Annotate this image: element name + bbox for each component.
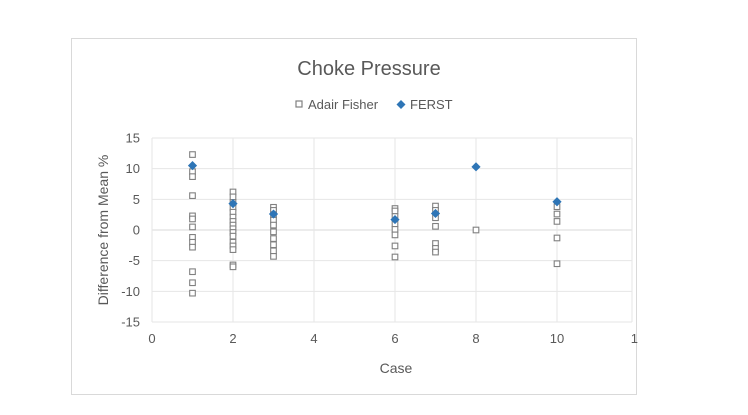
y-tick-label: 15: [126, 131, 140, 146]
adair-fisher-point: [229, 232, 237, 240]
adair-fisher-point: [270, 228, 277, 236]
adair-fisher-point: [229, 246, 237, 253]
adair-fisher-point: [189, 151, 196, 158]
ferst-point: [552, 197, 562, 207]
ferst-point: [390, 214, 400, 225]
adair-fisher-point: [391, 226, 399, 233]
adair-fisher-point: [553, 234, 561, 242]
adair-fisher-point: [189, 215, 196, 223]
adair-fisher-point: [270, 235, 277, 242]
adair-fisher-point: [432, 248, 439, 256]
chart-marks: [187, 151, 562, 297]
ferst-point: [187, 161, 198, 171]
adair-fisher-point: [189, 268, 196, 276]
adair-fisher-point: [229, 263, 237, 271]
adair-fisher-point: [189, 289, 196, 297]
y-tick-label: -10: [121, 284, 140, 299]
ferst-point: [268, 209, 279, 219]
legend-label-adair-fisher: Adair Fisher: [308, 97, 379, 112]
adair-fisher-point: [189, 223, 196, 231]
adair-fisher-point: [553, 260, 561, 268]
adair-fisher-point: [391, 231, 399, 239]
adair-fisher-point: [432, 222, 439, 230]
y-tick-label: 10: [126, 161, 140, 176]
adair-fisher-point: [270, 221, 277, 229]
adair-fisher-point: [189, 173, 196, 180]
series-ferst: [187, 161, 562, 225]
chart-legend: Adair Fisher FERST: [295, 97, 453, 112]
chart-svg: Choke Pressure Adair Fisher FERST 15 10 5 0…: [95, 58, 638, 376]
x-axis-ticks: 0 2 4 6 8 10 12: [148, 331, 638, 346]
ferst-point: [471, 162, 481, 172]
x-tick-label: 10: [550, 331, 564, 346]
adair-fisher-point: [472, 226, 480, 234]
chart-frame: Choke Pressure Adair Fisher FERST 15 10 5 0…: [71, 38, 638, 395]
y-axis-ticks: 15 10 5 0 -5 -10 -15: [121, 131, 140, 330]
adair-fisher-point: [270, 247, 277, 255]
legend-marker-adair-fisher: [295, 100, 303, 108]
y-tick-label: 5: [133, 192, 140, 207]
y-tick-label: -5: [128, 253, 140, 268]
adair-fisher-point: [270, 241, 277, 249]
legend-label-ferst: FERST: [410, 97, 453, 112]
x-tick-label: 4: [310, 331, 317, 346]
adair-fisher-point: [391, 207, 399, 215]
x-tick-label: 8: [472, 331, 479, 346]
ferst-point: [430, 208, 441, 219]
legend-marker-ferst: [396, 100, 406, 109]
series-adair-fisher: [189, 151, 561, 297]
adair-fisher-point: [270, 253, 277, 260]
y-tick-label: 0: [133, 223, 140, 238]
adair-fisher-point: [553, 218, 561, 225]
adair-fisher-point: [189, 279, 196, 287]
ferst-point: [228, 199, 238, 209]
x-tick-label: 12: [631, 331, 638, 346]
adair-fisher-point: [553, 210, 561, 218]
adair-fisher-point: [391, 242, 399, 250]
x-tick-label: 6: [391, 331, 398, 346]
adair-fisher-point: [189, 243, 196, 251]
y-tick-label: -15: [121, 315, 140, 330]
x-tick-label: 2: [229, 331, 236, 346]
adair-fisher-point: [391, 253, 399, 261]
chart-title: Choke Pressure: [297, 58, 440, 80]
x-axis-label: Case: [380, 360, 413, 376]
adair-fisher-point: [189, 192, 196, 200]
adair-fisher-point: [229, 193, 237, 201]
y-axis-label: Difference from Mean %: [95, 155, 111, 306]
x-tick-label: 0: [148, 331, 155, 346]
